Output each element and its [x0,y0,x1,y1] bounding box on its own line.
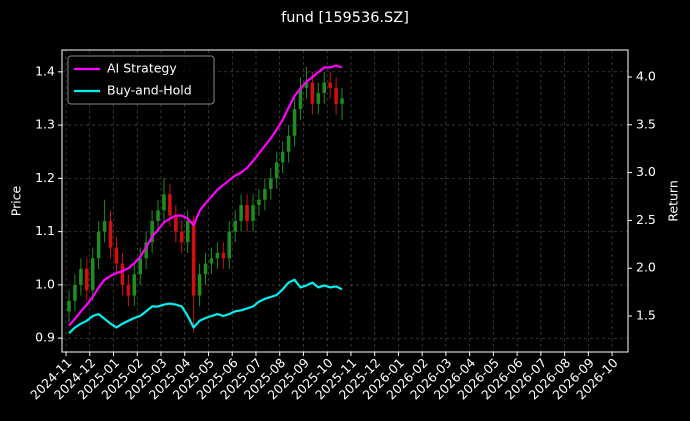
candle-body [185,220,190,243]
candle-body [239,204,243,221]
candle-body [263,189,267,200]
y-tick-label: 1.3 [35,117,55,132]
y2-tick-label: 3.0 [636,164,656,179]
candle-body [96,231,101,259]
candle-body [132,274,137,296]
candle-body [114,247,119,264]
y2-axis-label: Return [666,180,681,221]
candle-body [108,220,113,248]
candle-body [209,258,214,264]
candle-body [102,220,107,232]
candle-body [221,252,226,259]
candle-body [73,284,77,301]
y-tick-label: 1.0 [35,276,55,291]
candle-body [334,87,338,104]
line-series [68,64,343,327]
candle-body [245,204,249,221]
candle-body [168,194,172,216]
chart-title: fund [159536.SZ] [281,10,409,26]
legend: AI Strategy Buy-and-Hold [67,55,215,105]
candle-body [144,242,148,259]
candle-body [156,210,160,221]
y-tick-label: 1.1 [35,223,55,238]
candle-body [179,231,184,243]
candle-body [280,151,285,163]
candle-body [150,220,154,243]
candle-body [322,82,327,94]
y-tick-label: 1.4 [35,63,55,78]
candle-body [138,258,143,275]
candle-body [197,274,202,296]
candle-body [269,178,273,190]
candle-body [120,263,125,285]
y2-tick-label: 2.0 [636,260,656,275]
candle-body [174,215,178,232]
candle-body [274,162,279,179]
candle-body [316,93,321,104]
y-axis-label: Price [9,185,24,216]
candle-body [126,284,131,296]
candle-body [292,109,297,136]
candle-body [227,231,232,259]
candle-body [162,194,166,211]
candle-body [304,82,309,88]
candle-body [298,87,303,110]
y-tick-label: 0.9 [35,330,55,345]
candle-body [90,258,95,291]
legend-label: AI Strategy [107,61,177,76]
candle-body [310,82,315,104]
candle-body [233,220,237,232]
candle-body [328,82,332,88]
y2-tick-label: 1.5 [636,308,656,323]
candle-body [340,98,344,104]
candle-body [203,263,208,275]
candle-body [286,135,291,152]
candle-body [191,220,196,296]
candle-body [85,268,89,291]
y2-tick-label: 3.5 [636,116,656,131]
legend-box [67,55,215,105]
candle-body [79,268,83,285]
y-tick-label: 1.2 [35,170,55,185]
candle-body [215,252,220,259]
candle-body [257,199,261,205]
candle-body [251,204,255,221]
candle-body [67,300,71,312]
legend-label: Buy-and-Hold [107,83,192,98]
plot-frame [61,49,629,353]
y2-tick-label: 2.5 [636,212,656,227]
y2-tick-label: 4.0 [636,68,656,83]
line-series [68,278,343,335]
